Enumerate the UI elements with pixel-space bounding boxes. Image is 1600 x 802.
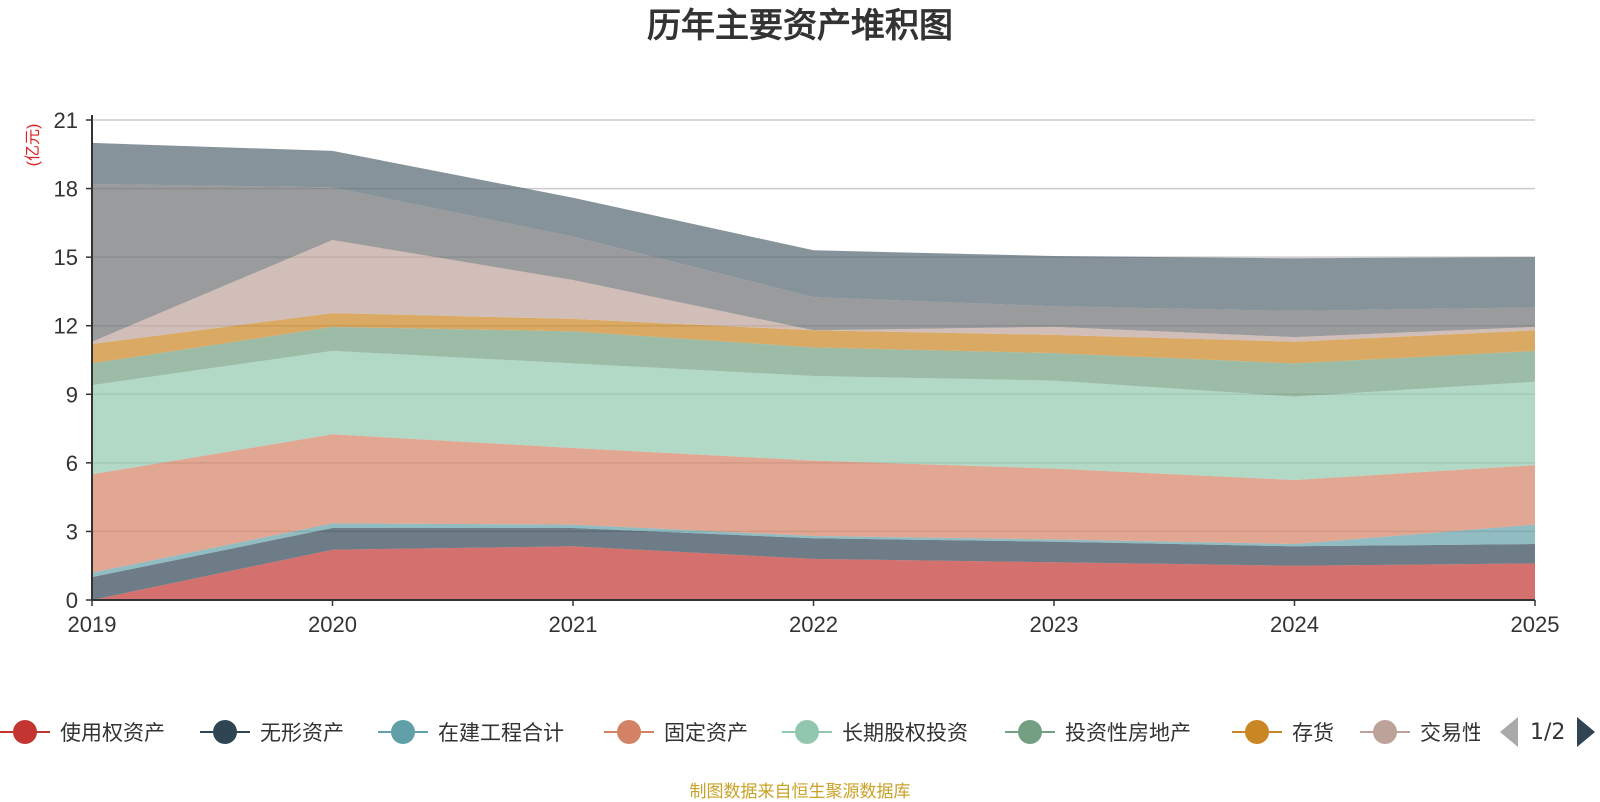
legend-item[interactable]: 无形资产 (200, 712, 344, 752)
legend-label: 无形资产 (260, 721, 344, 745)
legend-label: 存货 (1292, 721, 1334, 745)
legend-item[interactable]: 存货 (1232, 712, 1334, 752)
x-tick-label: 2021 (549, 612, 598, 637)
x-tick-label: 2025 (1511, 612, 1560, 637)
legend-pager: 1/2 (1500, 717, 1596, 747)
y-tick-label: 0 (66, 588, 78, 613)
legend-swatch-icon (378, 712, 428, 752)
y-tick-label: 12 (54, 314, 78, 339)
legend-item[interactable]: 交易性 (1360, 712, 1480, 752)
legend-page-indicator: 1/2 (1530, 719, 1566, 745)
x-tick-label: 2024 (1270, 612, 1319, 637)
legend-label: 固定资产 (664, 721, 748, 745)
area-series-1[interactable] (92, 546, 1535, 600)
legend-label: 使用权资产 (60, 721, 165, 745)
area-series-9[interactable] (92, 184, 1535, 342)
legend-prev-page-icon[interactable] (1500, 717, 1518, 747)
legend-item[interactable]: 使用权资产 (0, 712, 165, 752)
legend-item[interactable]: 在建工程合计 (378, 712, 564, 752)
legend-label: 在建工程合计 (438, 721, 564, 745)
legend-swatch-icon (200, 712, 250, 752)
area-series-5[interactable] (92, 350, 1535, 480)
axis-layer: 0 3 6 9 12 15 18 21 2019 2020 2021 2022 2023 2024 2025 (54, 108, 1560, 637)
area-series-10[interactable] (92, 142, 1535, 311)
legend-label: 投资性房地产 (1065, 721, 1191, 745)
x-tick-label: 2019 (68, 612, 117, 637)
y-tick-label: 21 (54, 108, 78, 133)
x-tick-label: 2022 (789, 612, 838, 637)
legend-swatch-icon (0, 712, 50, 752)
chart-title: 历年主要资产堆积图 (647, 6, 953, 46)
legend: 使用权资产 无形资产 在建工程合计 固定资产 长期股权投资 投资性房地产 存货 交易性 (0, 712, 1480, 752)
y-axis-unit-label: (亿元) (24, 124, 42, 167)
legend-next-page-icon[interactable] (1577, 717, 1596, 747)
legend-label: 长期股权投资 (842, 721, 968, 745)
legend-label: 交易性 (1420, 721, 1480, 745)
legend-item[interactable]: 固定资产 (604, 712, 748, 752)
legend-swatch-icon (604, 712, 654, 752)
source-note: 制图数据来自恒生聚源数据库 (689, 782, 911, 802)
legend-swatch-icon (782, 712, 832, 752)
area-layer (92, 142, 1535, 600)
legend-swatch-icon (1232, 712, 1282, 752)
y-tick-label: 15 (54, 245, 78, 270)
y-tick-label: 3 (66, 519, 78, 544)
area-series-8[interactable] (92, 240, 1535, 344)
y-tick-label: 9 (66, 382, 78, 407)
area-series-7[interactable] (92, 313, 1535, 364)
y-tick-label: 18 (54, 177, 78, 202)
y-tick-label: 6 (66, 451, 78, 476)
area-series-2[interactable] (92, 528, 1535, 600)
area-series-6[interactable] (92, 326, 1535, 397)
legend-swatch-icon (1360, 712, 1410, 752)
x-tick-label: 2020 (308, 612, 357, 637)
x-tick-label: 2023 (1030, 612, 1079, 637)
legend-item[interactable]: 长期股权投资 (782, 712, 968, 752)
legend-swatch-icon (1005, 712, 1055, 752)
area-series-4[interactable] (92, 434, 1535, 573)
legend-item[interactable]: 投资性房地产 (1005, 712, 1191, 752)
